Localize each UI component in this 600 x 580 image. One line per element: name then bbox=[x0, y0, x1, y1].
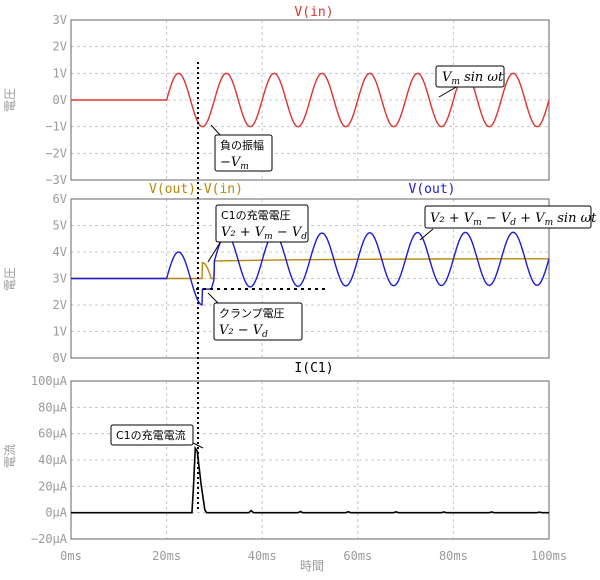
y-tick-label: 3V bbox=[53, 13, 67, 27]
panel2-series-label-diff: V(out)-V(in) bbox=[149, 182, 243, 197]
y-tick-label: 0V bbox=[53, 351, 67, 365]
y-tick-label: 20μA bbox=[38, 479, 68, 493]
y-tick-label: 60μA bbox=[38, 427, 68, 441]
y-tick-label: 4V bbox=[53, 245, 67, 259]
annotation-vm-sin: Vm sin ωt bbox=[435, 65, 505, 98]
y-tick-label: 6V bbox=[53, 192, 67, 206]
y-tick-label: 1V bbox=[53, 66, 67, 80]
y-tick-label: 40μA bbox=[38, 453, 68, 467]
y-tick-label: 0V bbox=[53, 93, 67, 107]
annotation-c1-charge-voltage: C1の充電電圧 V₂ + Vm − Vd bbox=[207, 204, 309, 263]
panel1-title: V(in) bbox=[294, 5, 333, 20]
panel2-series-label-out: V(out) bbox=[409, 182, 456, 197]
annotation-c1-charge-current: C1の充電電流 bbox=[110, 424, 204, 449]
panel2-ylabel: 電圧 bbox=[3, 267, 17, 291]
svg-text:負の振幅: 負の振幅 bbox=[220, 138, 264, 152]
y-tick-label: 0μA bbox=[45, 506, 67, 520]
y-tick-label: 2V bbox=[53, 40, 67, 54]
x-tick-label: 60ms bbox=[343, 549, 372, 563]
series-curves bbox=[71, 72, 550, 514]
y-tick-label: 2V bbox=[53, 298, 67, 312]
y-tick-label: 3V bbox=[53, 272, 67, 286]
y-tick-label: 80μA bbox=[38, 400, 68, 414]
svg-text:V₂ + Vm − Vd + Vm sin ωt: V₂ + Vm − Vd + Vm sin ωt bbox=[430, 211, 597, 228]
svg-text:V₂ + Vm − Vd: V₂ + Vm − Vd bbox=[221, 225, 307, 242]
y-tick-label: −3V bbox=[45, 173, 67, 187]
x-tick-label: 40ms bbox=[248, 549, 277, 563]
annotation-vout-expression: V₂ + Vm − Vd + Vm sin ωt bbox=[419, 205, 597, 241]
svg-text:クランプ電圧: クランプ電圧 bbox=[219, 307, 285, 320]
x-tick-label: 0ms bbox=[60, 549, 82, 563]
x-axis-label: 時間 bbox=[300, 559, 324, 573]
svg-text:V₂ − Vd: V₂ − Vd bbox=[219, 323, 268, 340]
plot-frame bbox=[70, 380, 550, 540]
annotation-clamp-voltage: クランプ電圧 V₂ − Vd bbox=[207, 292, 303, 341]
svg-text:Vm sin ωt: Vm sin ωt bbox=[442, 70, 504, 87]
svg-text:C1の充電電流: C1の充電電流 bbox=[116, 428, 186, 442]
series-vout bbox=[71, 231, 550, 306]
x-tick-label: 80ms bbox=[439, 549, 468, 563]
y-tick-label: 1V bbox=[53, 325, 67, 339]
y-tick-label: 5V bbox=[53, 219, 67, 233]
series-ic1 bbox=[71, 445, 549, 514]
tick-labels: 3V 2V 1V 0V −1V −2V −3V 6V 5V 4V 3V 2V 1V 0V 100μA 80μA… bbox=[31, 13, 567, 563]
svg-text:−Vm: −Vm bbox=[220, 155, 249, 172]
annotation-negative-amplitude: 負の振幅 −Vm bbox=[210, 124, 273, 172]
y-tick-label: −2V bbox=[45, 146, 67, 160]
x-tick-label: 20ms bbox=[152, 549, 181, 563]
y-tick-label: 100μA bbox=[31, 374, 68, 388]
panel1-ylabel: 電圧 bbox=[3, 88, 17, 112]
y-tick-label: −20μA bbox=[31, 532, 68, 546]
y-tick-label: −1V bbox=[45, 120, 67, 134]
x-tick-label: 100ms bbox=[531, 549, 567, 563]
svg-text:C1の充電電圧: C1の充電電圧 bbox=[221, 208, 291, 222]
panel3-title: I(C1) bbox=[294, 361, 333, 376]
panel3-ylabel: 電流 bbox=[3, 444, 17, 468]
